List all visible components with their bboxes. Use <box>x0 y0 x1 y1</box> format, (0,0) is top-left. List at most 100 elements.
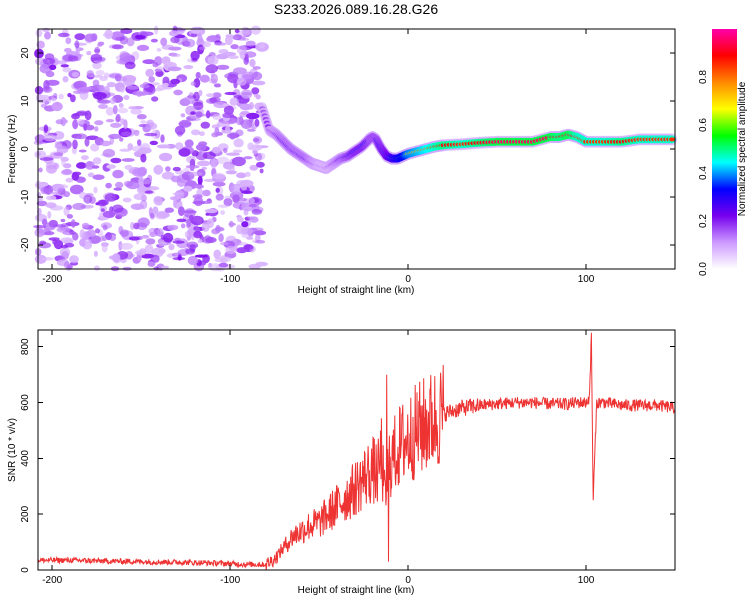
noise-blob <box>95 202 100 206</box>
noise-blob <box>195 71 201 79</box>
noise-blob <box>93 92 107 100</box>
noise-blob <box>102 148 116 158</box>
noise-blob <box>227 55 239 59</box>
noise-blob <box>165 166 171 172</box>
noise-blob <box>69 255 79 264</box>
noise-blob <box>175 142 184 150</box>
noise-blob <box>247 128 256 132</box>
noise-blob <box>213 249 221 260</box>
noise-blob <box>110 157 122 164</box>
colorbar-tick-label: 0.2 <box>698 214 709 228</box>
noise-blob <box>43 231 55 236</box>
noise-blob <box>156 211 170 218</box>
noise-blob <box>216 121 231 127</box>
noise-blob <box>246 112 260 120</box>
noise-blob <box>164 207 174 213</box>
noise-blob <box>249 198 255 204</box>
noise-blob <box>149 140 158 146</box>
noise-blob <box>112 169 124 179</box>
noise-blob <box>148 227 158 235</box>
noise-blob <box>182 96 195 105</box>
noise-blob <box>183 65 194 70</box>
noise-blob <box>142 59 156 65</box>
noise-blob <box>154 25 159 35</box>
noise-blob <box>195 143 207 151</box>
noise-blob <box>220 210 226 216</box>
noise-blob <box>135 250 147 256</box>
noise-blob <box>236 77 247 86</box>
noise-blob <box>178 206 185 217</box>
noise-blob <box>236 172 247 179</box>
noise-blob <box>186 241 199 249</box>
noise-blob <box>154 129 161 139</box>
noise-blob <box>130 221 135 230</box>
noise-blob <box>218 233 224 243</box>
noise-blob <box>153 195 163 206</box>
noise-blob <box>225 245 237 255</box>
x-tick-label: 0 <box>405 575 411 586</box>
noise-blob <box>92 157 102 165</box>
noise-blob <box>45 195 57 201</box>
noise-blob <box>70 219 76 228</box>
noise-blob <box>240 89 253 99</box>
noise-blob <box>184 139 194 148</box>
noise-blob <box>99 236 104 242</box>
noise-blob <box>178 148 191 157</box>
noise-blob <box>55 184 69 189</box>
noise-blob <box>102 210 116 218</box>
noise-blob <box>213 83 222 88</box>
noise-blob <box>71 113 80 120</box>
noise-blob <box>40 187 48 195</box>
noise-blob <box>76 53 84 57</box>
noise-blob <box>65 177 74 183</box>
noise-blob <box>76 162 87 169</box>
noise-blob <box>207 55 219 66</box>
noise-blob <box>141 234 150 239</box>
noise-blob <box>41 218 48 226</box>
noise-blob <box>233 67 247 75</box>
noise-blob <box>219 242 229 246</box>
noise-blob <box>70 94 76 103</box>
noise-blob <box>184 231 190 238</box>
noise-blob <box>54 141 61 148</box>
noise-blob <box>239 115 244 125</box>
noise-blob <box>232 34 243 41</box>
noise-blob <box>35 180 43 189</box>
noise-blob <box>62 76 69 83</box>
noise-blob <box>38 167 43 173</box>
noise-blob <box>37 242 52 249</box>
noise-blob <box>78 149 87 153</box>
noise-blob <box>76 87 90 94</box>
noise-blob <box>222 103 230 107</box>
noise-blob <box>251 80 266 86</box>
noise-blob <box>156 48 162 52</box>
noise-blob <box>153 266 160 271</box>
noise-blob <box>229 97 239 106</box>
noise-blob <box>103 72 110 79</box>
noise-blob <box>212 172 226 180</box>
noise-blob <box>157 242 167 247</box>
noise-blob <box>72 139 78 150</box>
noise-blob <box>43 134 58 142</box>
noise-blob <box>210 73 218 84</box>
noise-blob <box>197 239 203 244</box>
noise-blob <box>63 261 71 270</box>
noise-blob <box>259 43 265 49</box>
noise-blob <box>167 66 182 72</box>
noise-blob <box>119 52 133 63</box>
noise-blob <box>183 185 193 192</box>
noise-blob <box>134 91 149 96</box>
noise-blob <box>225 170 237 175</box>
noise-blob <box>83 194 93 204</box>
noise-blob <box>60 237 74 244</box>
noise-blob <box>190 111 196 115</box>
noise-blob <box>40 98 52 104</box>
noise-blob <box>108 133 122 139</box>
noise-blob <box>133 129 140 137</box>
noise-blob <box>34 150 47 159</box>
noise-blob <box>170 36 180 44</box>
noise-blob <box>170 53 181 58</box>
noise-blob <box>152 62 159 68</box>
noise-blob <box>255 152 263 161</box>
